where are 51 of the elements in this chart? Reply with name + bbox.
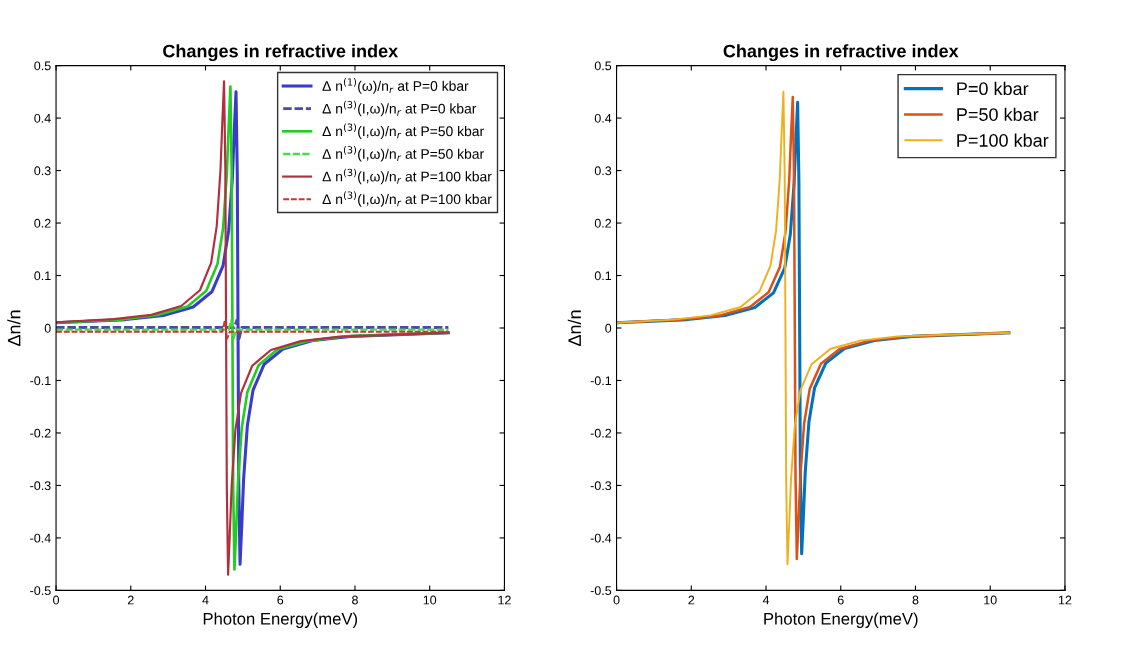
y-tick-label: 0 [44,323,51,333]
x-tick-label: 10 [423,595,437,605]
y-tick-label: -0.4 [30,533,51,543]
y-tick-label: 0.4 [594,113,612,123]
x-tick-label: 12 [498,595,511,605]
legend-label: Δ n$^{(1)}$(ω)/n$_{r}$ at P=0 kbar [322,78,469,94]
y-tick-label: -0.2 [590,428,612,438]
x-tick-label: 2 [688,595,695,605]
legend-label: P=0 kbar [957,81,1029,96]
y-tick-label: -0.3 [590,481,612,491]
y-tick-label: 0.2 [34,218,51,228]
x-tick-label: 6 [837,595,844,605]
x-tick-label: 10 [984,595,997,605]
x-tick-label: 2 [127,595,134,605]
y-tick-label: -0.1 [590,376,612,386]
legend-label: P=100 kbar [957,133,1049,147]
y-tick-label: -0.1 [30,376,51,386]
y-axis-title: Δn/n [7,310,21,347]
x-tick-label: 4 [202,595,209,605]
y-tick-label: -0.2 [30,428,51,438]
y-axis-title: Δn/n [567,310,582,347]
x-tick-label: 8 [912,595,919,605]
x-axis-title: Photon Energy(meV) [764,612,918,629]
y-tick-label: 0.3 [34,166,51,176]
x-tick-label: 4 [762,595,770,605]
y-tick-label: 0.1 [34,271,51,281]
y-tick-label: -0.4 [590,533,612,543]
y-tick-label: 0 [605,323,612,333]
legend-label: Δ n$^{(3)}$(I,ω)/n$_{r}$ at P=100 kbar [322,168,492,185]
y-tick-label: 0.4 [34,113,51,123]
x-tick-label: 0 [613,595,620,605]
x-tick-label: 6 [277,595,284,605]
legend-label: Δ n$^{(3)}$(I,ω)/n$_{r}$ at P=50 kbar [322,123,484,139]
chart-title: Changes in refractive index [723,44,959,62]
legend-label: P=50 kbar [957,107,1039,121]
x-tick-label: 0 [53,595,60,605]
x-axis-title: Photon Energy(meV) [203,612,358,629]
legend-label: Δ n$^{(3)}$(I,ω)/n$_{r}$ at P=100 kbar [322,191,492,207]
y-tick-label: 0.3 [594,166,612,176]
y-tick-label: -0.5 [590,586,612,596]
y-tick-label: -0.5 [30,586,51,596]
y-tick-label: 0.5 [594,61,612,71]
y-tick-label: 0.1 [594,271,612,281]
legend-label: Δ n$^{(3)}$(I,ω)/n$_{r}$ at P=50 kbar [322,146,484,162]
chart-title: Changes in refractive index [163,44,399,62]
y-tick-label: 0.5 [34,61,51,71]
legend-label: Δ n$^{(3)}$(I,ω)/n$_{r}$ at P=0 kbar [322,100,477,117]
x-tick-label: 12 [1058,595,1072,605]
x-tick-label: 8 [352,595,358,605]
y-tick-label: -0.3 [30,481,51,491]
y-tick-label: 0.2 [594,218,612,228]
